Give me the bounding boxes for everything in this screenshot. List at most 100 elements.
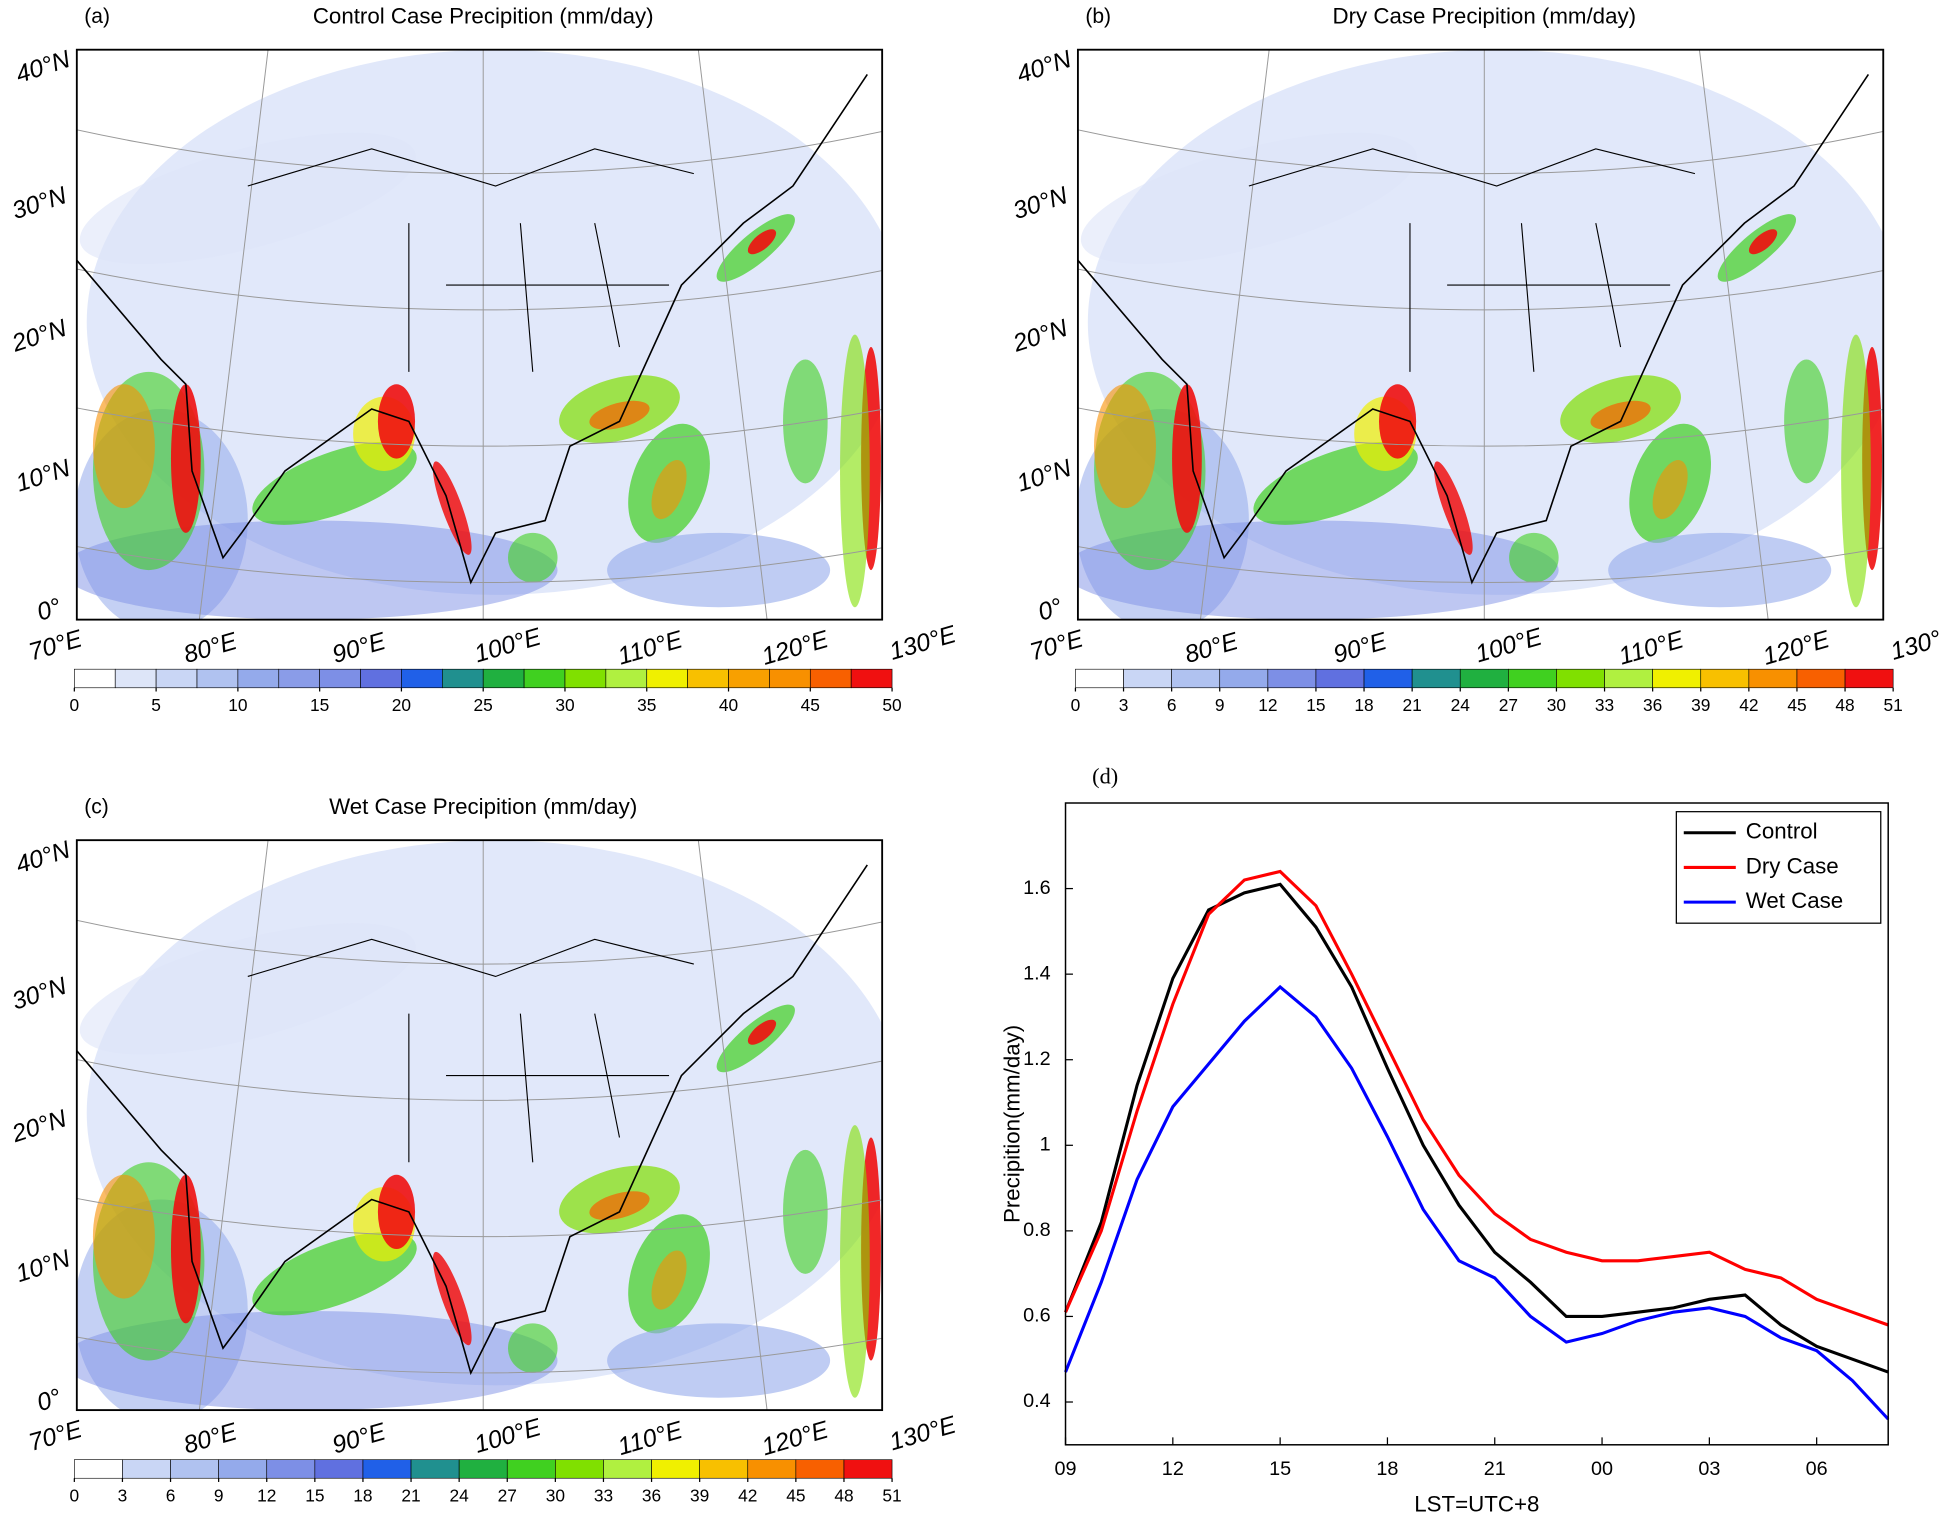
colorbar-swatch xyxy=(1219,668,1269,689)
precip-area xyxy=(1080,132,1417,265)
colorbar-label: 39 xyxy=(690,1485,709,1505)
lon-label: 90°E xyxy=(329,628,389,669)
lon-label: 130°E xyxy=(886,1412,959,1457)
lon-label: 120°E xyxy=(759,626,832,671)
legend-label: Wet Case xyxy=(1746,888,1843,913)
lon-label: 70°E xyxy=(1027,625,1087,666)
colorbar-label: 15 xyxy=(305,1485,324,1505)
colorbar-label: 39 xyxy=(1691,695,1710,715)
meridian xyxy=(198,49,269,620)
colorbar-swatch xyxy=(1075,668,1124,689)
lon-label: 120°E xyxy=(759,1416,832,1461)
colorbar-swatch xyxy=(1652,668,1702,689)
colorbar-label: 45 xyxy=(801,695,820,715)
x-tick-label: 03 xyxy=(1698,1458,1720,1480)
y-tick-label: 1.2 xyxy=(1023,1048,1051,1070)
colorbar-swatch xyxy=(1363,668,1413,689)
colorbar-label: 21 xyxy=(1403,695,1422,715)
map-field xyxy=(1077,49,1884,620)
lon-label: 100°E xyxy=(1473,624,1546,669)
lat-label: 10°N xyxy=(13,455,74,498)
precip-area xyxy=(1652,459,1688,520)
colorbar-label: 18 xyxy=(1354,695,1373,715)
y-tick-label: 1.6 xyxy=(1023,877,1051,899)
colorbar-swatch xyxy=(74,668,116,689)
chart-title: Control Case Precipition (mm/day) xyxy=(313,3,654,28)
y-tick-label: 0.8 xyxy=(1023,1219,1051,1241)
colorbar-swatch xyxy=(687,668,729,689)
precip-area xyxy=(377,1174,416,1250)
colorbar-label: 27 xyxy=(498,1485,517,1505)
legend-label: Control xyxy=(1746,819,1818,844)
lat-label: 20°N xyxy=(8,315,70,358)
precip-area xyxy=(1094,384,1156,509)
lon-label: 80°E xyxy=(181,628,241,669)
x-tick-label: 06 xyxy=(1806,1458,1828,1480)
colorbar-swatch xyxy=(237,668,280,689)
colorbar-label: 0 xyxy=(70,1485,80,1505)
x-tick-label: 09 xyxy=(1054,1458,1076,1480)
coastline xyxy=(1077,74,1870,585)
colorbar-label: 6 xyxy=(166,1485,176,1505)
lat-label: 20°N xyxy=(8,1105,70,1148)
colorbar-swatch xyxy=(1123,668,1172,689)
colorbar-label: 21 xyxy=(401,1485,420,1505)
series-line xyxy=(1064,984,1890,1421)
x-tick-label: 00 xyxy=(1591,1458,1613,1480)
lon-label: 80°E xyxy=(181,1418,241,1459)
colorbar-label: 3 xyxy=(1119,695,1129,715)
colorbar-swatch xyxy=(1267,668,1317,689)
colorbar-swatch xyxy=(155,668,198,689)
x-axis-label: LST=UTC+8 xyxy=(1414,1491,1539,1516)
panel-label: (c) xyxy=(84,796,109,819)
x-tick-label: 18 xyxy=(1376,1458,1398,1480)
series-line xyxy=(1064,882,1889,1374)
lat-label: 30°N xyxy=(1010,182,1071,225)
colorbar-label: 45 xyxy=(1787,695,1806,715)
colorbar-label: 35 xyxy=(637,695,656,715)
colorbar-swatch xyxy=(564,668,607,689)
precip-area xyxy=(170,384,201,533)
colorbar-swatch xyxy=(360,668,402,689)
colorbar-label: 24 xyxy=(450,1485,470,1505)
precip-area xyxy=(432,1251,472,1346)
colorbar-label: 25 xyxy=(474,695,493,715)
colorbar-swatch xyxy=(795,1459,845,1479)
precip-area xyxy=(589,1191,650,1221)
lat-label: 40°N xyxy=(13,46,74,89)
precip-area xyxy=(507,1323,558,1373)
colorbar-label: 18 xyxy=(353,1485,372,1505)
panel-label: (a) xyxy=(84,5,110,28)
precip-area xyxy=(1509,532,1559,583)
border xyxy=(247,148,694,372)
lat-label: 30°N xyxy=(9,182,70,225)
colorbar-swatch xyxy=(1315,668,1365,689)
precip-area xyxy=(783,1149,828,1274)
colorbar-label: 0 xyxy=(70,695,80,715)
y-tick-label: 1 xyxy=(1040,1134,1051,1156)
colorbar-label: 50 xyxy=(882,695,901,715)
y-axis-label: Precipition(mm/day) xyxy=(999,1025,1024,1223)
precip-area xyxy=(79,923,416,1055)
chart-title: Wet Case Precipition (mm/day) xyxy=(329,794,637,819)
lat-label: 40°N xyxy=(13,836,74,879)
precip-area xyxy=(432,461,472,555)
lon-label: 90°E xyxy=(329,1418,389,1459)
colorbar-swatch xyxy=(1700,668,1750,689)
precip-area xyxy=(507,532,558,583)
precip-area xyxy=(1172,384,1202,533)
colorbar-swatch xyxy=(605,668,648,689)
colorbar-label: 15 xyxy=(1306,695,1325,715)
colorbar-swatch xyxy=(769,668,811,689)
lon-label: 130°E xyxy=(1888,621,1939,666)
precip-area xyxy=(783,359,828,484)
meridian xyxy=(697,840,768,1411)
colorbar-swatch xyxy=(699,1459,749,1479)
precip-area xyxy=(589,400,650,430)
precip-area xyxy=(1077,520,1559,620)
colorbar-swatch xyxy=(747,1459,797,1479)
meridian xyxy=(697,49,768,620)
lat-label: 30°N xyxy=(9,973,70,1016)
y-tick-label: 1.4 xyxy=(1023,962,1051,984)
